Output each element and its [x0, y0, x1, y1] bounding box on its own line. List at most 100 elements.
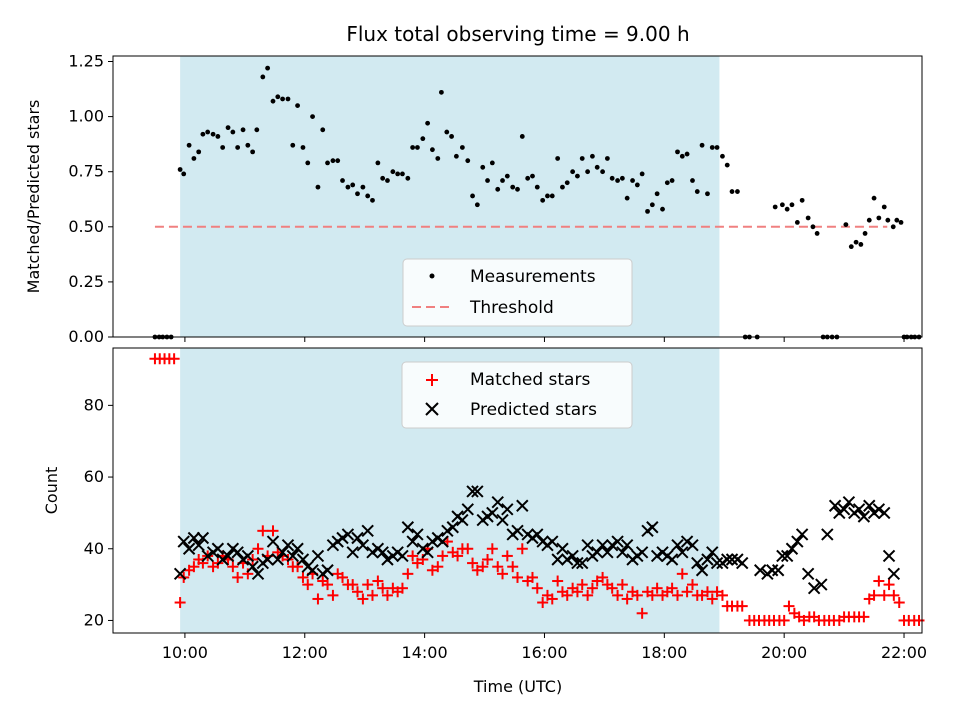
predicted-star-point	[501, 503, 514, 516]
measurement-point	[350, 182, 356, 188]
matched-star-point	[381, 589, 393, 601]
matched-star-point	[716, 589, 728, 601]
measurement-point	[275, 94, 281, 100]
matched-star-point	[736, 600, 748, 612]
matched-star-point	[893, 597, 905, 609]
matched-star-point	[292, 561, 304, 573]
matched-star-point	[512, 571, 523, 583]
measurement-point	[799, 197, 805, 203]
measurement-point	[729, 189, 735, 194]
matched-star-point	[507, 561, 519, 573]
measurement-point	[480, 164, 486, 170]
measurement-point	[585, 169, 591, 175]
measurement-point	[300, 145, 306, 150]
measurement-point	[534, 184, 540, 190]
matched-star-point	[531, 582, 543, 594]
predicted-star-point	[581, 538, 594, 552]
matched-star-point	[188, 561, 200, 573]
predicted-star-point	[456, 513, 469, 527]
bottom-legend-box	[401, 361, 633, 429]
matched-star-point	[377, 582, 389, 594]
matched-star-point	[701, 586, 713, 598]
matched-star-point	[497, 568, 509, 580]
measurement-point	[866, 217, 872, 223]
measurement-point	[709, 145, 715, 150]
measurement-point	[871, 195, 877, 201]
predicted-star-point	[611, 535, 624, 548]
measurement-point	[177, 167, 183, 172]
legend-threshold-label: Threshold	[469, 298, 554, 318]
predicted-star-point	[177, 535, 190, 548]
measurement-point	[260, 74, 266, 80]
measurement-point	[639, 171, 645, 177]
measurement-point	[848, 244, 854, 250]
predicted-star-point	[361, 524, 374, 538]
matched-star-point	[526, 571, 538, 583]
measurement-point	[485, 178, 490, 183]
matched-star-point	[878, 589, 890, 601]
predicted-star-point	[753, 564, 767, 577]
measurement-point	[876, 215, 882, 221]
matched-star-point	[232, 571, 244, 583]
predicted-star-point	[601, 546, 614, 559]
matched-star-point	[621, 593, 633, 605]
measurement-point	[400, 171, 405, 177]
predicted-star-point	[576, 556, 589, 570]
chart-title: Flux total observing time = 9.00 h	[346, 22, 689, 46]
predicted-star-point	[710, 556, 724, 570]
measurement-point	[435, 156, 441, 161]
measurement-point	[453, 153, 459, 159]
matched-star-point	[477, 561, 489, 573]
predicted-star-point	[346, 546, 359, 559]
measurement-point	[570, 169, 576, 175]
predicted-star-point	[863, 499, 876, 512]
measurement-point	[410, 145, 416, 150]
y-tick-label: 20	[84, 610, 104, 629]
predicted-star-point	[286, 549, 299, 563]
measurement-point	[690, 178, 695, 183]
y-tick-label: 0.75	[68, 162, 104, 181]
matched-star-point	[873, 575, 885, 587]
measurement-point	[579, 156, 585, 161]
predicted-star-point	[546, 535, 559, 548]
predicted-star-point	[321, 564, 334, 577]
predicted-star-point	[882, 549, 896, 563]
measurement-point	[814, 231, 820, 236]
measurement-point	[295, 103, 300, 108]
predicted-star-point	[887, 567, 901, 581]
predicted-star-point	[635, 546, 649, 559]
measurement-point	[779, 202, 785, 208]
predicted-star-point	[266, 535, 280, 548]
matched-star-point	[576, 579, 588, 591]
measurement-point	[305, 160, 311, 166]
matched-star-point	[267, 525, 279, 537]
measurement-point	[310, 114, 315, 120]
predicted-star-point	[486, 506, 499, 520]
measurement-point	[858, 242, 864, 247]
predicted-star-point	[857, 510, 871, 523]
matched-star-point	[347, 579, 359, 591]
measurement-point	[600, 169, 605, 175]
predicted-star-point	[872, 503, 886, 516]
measurement-point	[250, 149, 256, 155]
measurement-point	[500, 178, 505, 183]
predicted-star-point	[801, 567, 815, 581]
measurement-point	[196, 149, 202, 155]
predicted-star-point	[665, 553, 679, 566]
measurement-point	[649, 202, 655, 208]
measurements-points	[152, 65, 922, 340]
measurement-point	[789, 202, 795, 208]
matched-star-point	[501, 550, 513, 562]
measurement-point	[345, 184, 351, 190]
legend-predicted-marker	[425, 402, 439, 416]
predicted-star-point	[173, 567, 187, 581]
matched-star-point	[858, 611, 870, 623]
measurement-point	[270, 98, 276, 104]
predicted-star-point	[436, 535, 449, 548]
measurement-point	[365, 193, 371, 199]
measurement-point	[885, 217, 891, 223]
predicted-star-point	[736, 556, 749, 570]
bottom-x-ticks: 10:00 12:00 14:00 16:00 18:00 20:00 22:00	[162, 633, 927, 662]
measurement-point	[660, 206, 665, 212]
measurement-point	[225, 125, 231, 131]
